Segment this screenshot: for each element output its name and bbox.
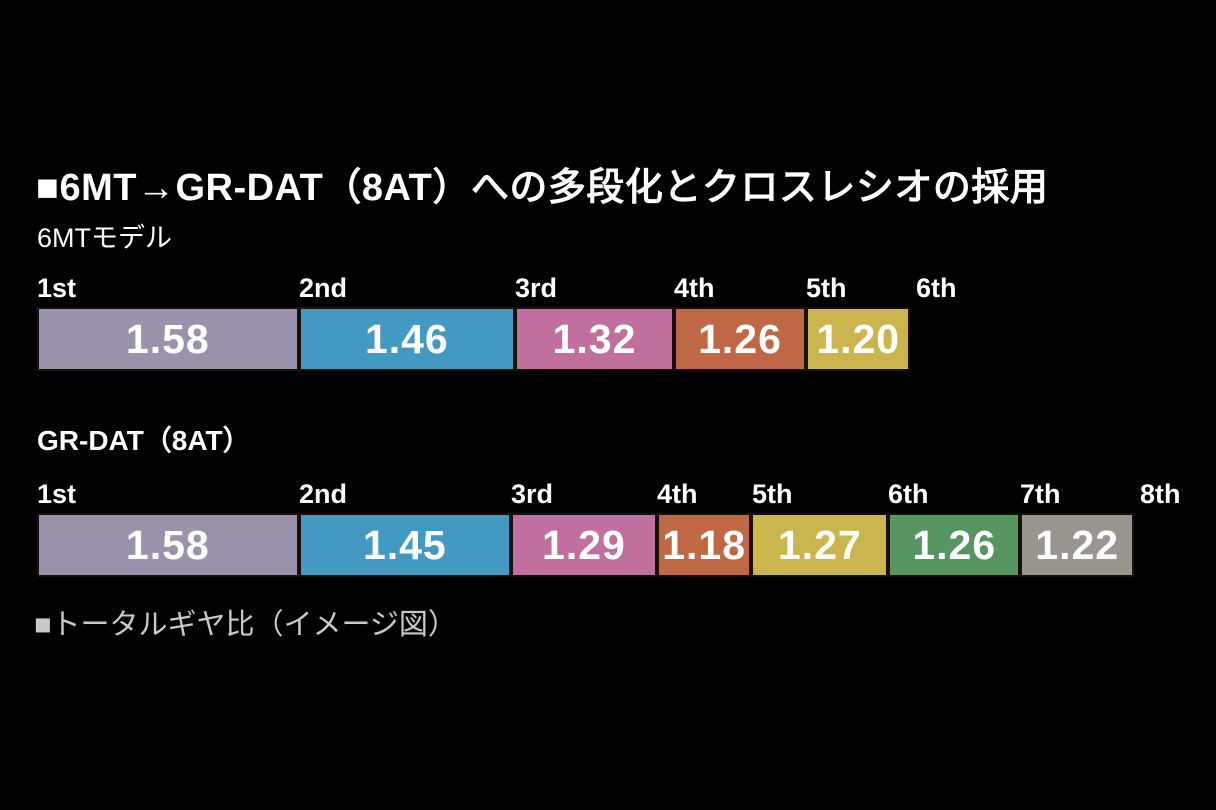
- gear-labels-row: 1st 2nd 3rd 4th 5th 6th: [37, 272, 1187, 306]
- gear-step-bar-2nd: 1.45: [298, 513, 512, 577]
- gear-ratio-value: 1.26: [698, 315, 782, 362]
- gear-ratio-value: 1.27: [777, 521, 862, 568]
- gear-step-bar-4th: 1.26: [673, 307, 807, 371]
- gear-ratio-value: 1.32: [552, 315, 637, 362]
- gear-label-1st: 1st: [37, 273, 77, 303]
- chart-6mt: 6MTモデル 1st 2nd 3rd 4th 5th 6th 1.58 1.46 1.32 1.…: [37, 221, 1187, 371]
- gear-label-3rd: 3rd: [515, 273, 558, 303]
- gear-step-bar-5th: 1.27: [751, 513, 889, 577]
- page-title: ■6MT→GR-DAT（8AT）への多段化とクロスレシオの採用: [36, 167, 1049, 209]
- gear-step-bar-3rd: 1.29: [511, 513, 657, 577]
- gear-ratio-value: 1.58: [125, 521, 210, 568]
- gear-label-3rd: 3rd: [511, 479, 554, 509]
- gear-ratio-value: 1.29: [542, 521, 626, 568]
- chart-grdat-title: GR-DAT（8AT）: [37, 425, 251, 456]
- gear-step-bar-4th: 1.18: [656, 513, 752, 577]
- page-caption: ■トータルギヤ比（イメージ図）: [34, 609, 457, 641]
- gear-labels-row: 1st 2nd 3rd 4th 5th 6th 7th 8th: [37, 478, 1187, 512]
- gear-label-4th: 4th: [674, 273, 715, 303]
- gear-label-2nd: 2nd: [299, 479, 348, 509]
- gear-ratio-value: 1.22: [1035, 521, 1120, 568]
- gear-ratio-value: 1.46: [364, 315, 449, 362]
- gear-label-7th: 7th: [1020, 479, 1061, 509]
- gear-label-6th: 6th: [888, 479, 929, 509]
- gear-step-bar-6th: 1.26: [888, 513, 1021, 577]
- gear-label-5th: 5th: [806, 273, 847, 303]
- gear-step-bar-3rd: 1.32: [515, 307, 674, 371]
- gear-step-bar-7th: 1.22: [1020, 513, 1135, 577]
- gear-ratio-value: 1.18: [662, 521, 747, 568]
- chart-6mt-title: 6MTモデル: [37, 223, 172, 253]
- chart-grdat-8at: GR-DAT（8AT） 1st 2nd 3rd 4th 5th 6th 7th 8th 1.5…: [37, 424, 1187, 577]
- gear-ratio-value: 1.26: [912, 521, 997, 568]
- gear-label-2nd: 2nd: [299, 273, 348, 303]
- gear-label-6th: 6th: [916, 273, 957, 303]
- gear-label-4th: 4th: [657, 479, 698, 509]
- gear-label-1st: 1st: [37, 479, 77, 509]
- gear-ratio-value: 1.45: [362, 521, 447, 568]
- gear-bars-row: 1.58 1.45 1.29 1.18 1.27 1.26 1.22: [37, 513, 1187, 577]
- gear-step-bar-1st: 1.58: [37, 513, 299, 577]
- gear-label-5th: 5th: [752, 479, 793, 509]
- gear-step-bar-5th: 1.20: [806, 307, 911, 371]
- gear-bars-row: 1.58 1.46 1.32 1.26 1.20: [37, 307, 1187, 371]
- gear-label-8th: 8th: [1140, 479, 1181, 509]
- gear-ratio-value: 1.20: [816, 315, 901, 362]
- gear-step-bar-2nd: 1.46: [298, 307, 516, 371]
- gear-step-bar-1st: 1.58: [37, 307, 299, 371]
- gear-ratio-value: 1.58: [125, 315, 210, 362]
